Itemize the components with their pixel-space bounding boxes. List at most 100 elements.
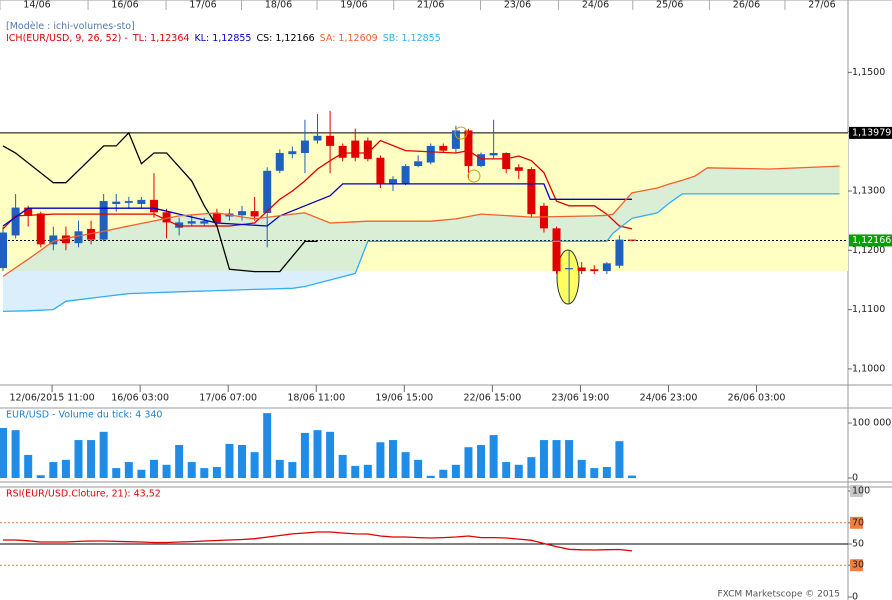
- candle-body: [439, 145, 448, 151]
- volume-bar: [87, 440, 96, 478]
- volume-bar: [577, 459, 586, 478]
- volume-bar: [112, 468, 121, 478]
- x-tick-label: 17/06 07:00: [199, 393, 257, 404]
- candle-body: [451, 130, 460, 149]
- volume-bar: [99, 431, 108, 478]
- volume-bar: [552, 440, 561, 478]
- volume-bar: [200, 468, 209, 478]
- y-tick-label: 70: [852, 517, 864, 528]
- candle-body: [388, 179, 397, 184]
- candle-body: [602, 263, 611, 272]
- volume-bar: [24, 454, 33, 478]
- volume-bar: [49, 462, 58, 478]
- panel-title: EUR/USD - Volume du tick: 4 340: [6, 410, 162, 421]
- candle-body: [49, 235, 58, 245]
- candle-body: [426, 145, 435, 163]
- candle-body: [565, 268, 574, 270]
- volume-bar: [401, 452, 410, 478]
- volume-bar: [628, 475, 637, 478]
- volume-bar: [615, 441, 624, 478]
- volume-bar: [250, 452, 259, 478]
- volume-bar: [36, 475, 45, 478]
- y-tick-label: 1,1200: [852, 245, 885, 256]
- volume-bar: [326, 431, 335, 478]
- candle-body: [288, 151, 297, 155]
- indicator-line: [2, 165, 840, 277]
- candle-body: [212, 213, 221, 223]
- volume-bar: [464, 447, 473, 478]
- candle-body: [326, 135, 335, 146]
- indicator-line: [2, 139, 633, 230]
- candle-body: [11, 207, 20, 236]
- x2-tick-label: 23/06: [504, 0, 531, 11]
- x-tick-label: 19/06 15:00: [375, 393, 433, 404]
- level-box: [849, 126, 892, 139]
- candle-body: [238, 211, 247, 216]
- volume-bar: [300, 432, 309, 478]
- volume-bar: [212, 467, 221, 478]
- candle-body: [514, 167, 523, 171]
- indicator-line: [2, 131, 318, 273]
- candle-body: [0, 232, 8, 269]
- candle-body: [577, 267, 586, 272]
- candle-body: [477, 154, 486, 167]
- y-tick-label: 0: [852, 592, 858, 600]
- candle-body: [628, 239, 637, 241]
- x-tick-label: 26/06 03:00: [728, 393, 786, 404]
- candle-body: [502, 153, 511, 170]
- candle-body: [250, 211, 259, 217]
- candle-body: [338, 145, 347, 158]
- candle-body: [489, 153, 498, 156]
- y-tick-label: 1,1500: [852, 67, 885, 78]
- legend-entry: ICH(EUR/USD, 9, 26, 52) -: [6, 33, 128, 44]
- x2-tick-label: 17/06: [189, 0, 216, 11]
- volume-bar: [502, 462, 511, 478]
- volume-bar: [263, 413, 272, 478]
- volume-bar: [238, 445, 247, 478]
- candle-body: [464, 130, 473, 167]
- x2-tick-label: 16/06: [111, 0, 138, 11]
- y-tick-box: [850, 516, 863, 529]
- y-tick-label: 1,1300: [852, 185, 885, 196]
- x-tick-label: 18/06 11:00: [287, 393, 345, 404]
- candle-body: [61, 235, 70, 244]
- candle-body: [74, 231, 83, 244]
- y-tick-label: 50: [852, 539, 864, 550]
- candle-body: [99, 201, 108, 240]
- candle-body: [615, 239, 624, 266]
- y-tick-label: 100 000: [852, 418, 891, 429]
- volume-bar: [439, 469, 448, 478]
- x2-tick-label: 14/06: [23, 0, 50, 11]
- volume-bar: [313, 430, 322, 478]
- highlight-ellipse: [556, 249, 580, 305]
- x2-tick-label: 24/06: [582, 0, 609, 11]
- candle-body: [162, 212, 171, 223]
- model-label: [Modèle : ichi-volumes-sto]: [6, 21, 135, 32]
- volume-bar: [527, 457, 536, 478]
- annotations-top: [454, 126, 481, 183]
- candle-body: [351, 140, 360, 158]
- volume-bar: [388, 440, 397, 478]
- cloud: [3, 166, 840, 312]
- legend-entry: SB: 1,12855: [382, 33, 441, 44]
- y-tick-box: [850, 485, 863, 497]
- x-tick-label: 24/06 23:00: [640, 393, 698, 404]
- volume-bar: [590, 468, 599, 478]
- highlight-circle: [454, 126, 468, 140]
- level-box: [849, 234, 892, 247]
- candle-body: [300, 140, 309, 154]
- x2-tick-label: 21/06: [417, 0, 444, 11]
- volume-bar: [414, 459, 423, 478]
- volume-bar: [175, 445, 184, 478]
- volume-bar: [225, 443, 234, 478]
- legend-entry: SA: 1,12609: [319, 33, 378, 44]
- legend: ICH(EUR/USD, 9, 26, 52) - TL: 1,12364 KL: …: [6, 33, 446, 44]
- x2-tick-label: 18/06: [265, 0, 292, 11]
- highlight-circle: [467, 169, 481, 183]
- y-tick-label: 100: [852, 486, 870, 497]
- x-tick-label: 22/06 15:00: [463, 393, 521, 404]
- candle-body: [149, 199, 158, 213]
